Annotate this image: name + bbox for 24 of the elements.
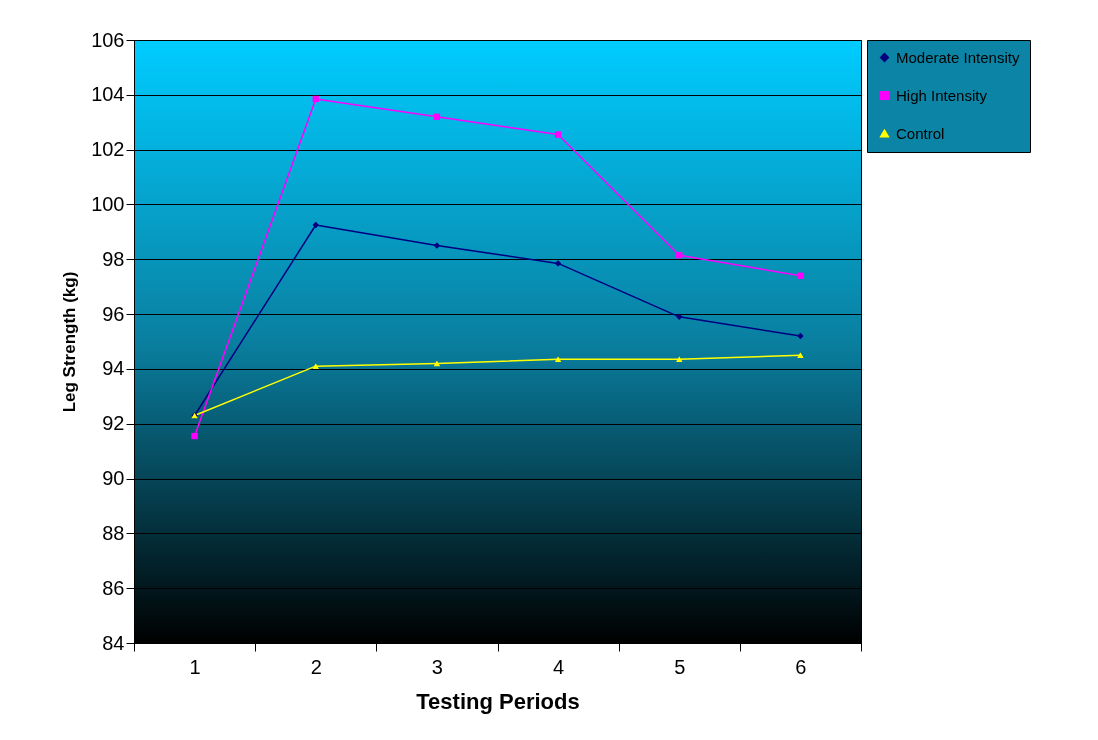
legend-label: Moderate Intensity [896, 48, 1020, 66]
y-tick-label: 96 [102, 302, 125, 325]
legend-label: High Intensity [896, 86, 988, 104]
x-tick-label: 4 [553, 655, 565, 678]
x-tick-label: 3 [431, 655, 443, 678]
legend-label: Control [896, 124, 945, 142]
x-tick-label: 1 [189, 655, 201, 678]
x-tick-label: 6 [795, 655, 807, 678]
y-tick-label: 88 [102, 521, 125, 544]
x-tick-label: 5 [674, 655, 686, 678]
y-tick-label: 100 [91, 192, 125, 215]
x-axis-title: Testing Periods [416, 688, 580, 714]
y-tick-label: 92 [102, 412, 125, 435]
y-tick-label: 94 [102, 357, 125, 380]
y-tick-label: 102 [91, 138, 125, 161]
y-tick-label: 98 [102, 247, 125, 270]
y-tick-label: 84 [102, 631, 125, 654]
x-tick-label: 2 [310, 655, 322, 678]
y-axis-title: Leg Strength (kg) [60, 271, 80, 413]
y-tick-label: 104 [91, 83, 125, 106]
y-tick-label: 90 [102, 467, 125, 490]
y-tick-label: 106 [91, 28, 125, 51]
y-tick-label: 86 [102, 576, 125, 599]
point [797, 352, 804, 358]
